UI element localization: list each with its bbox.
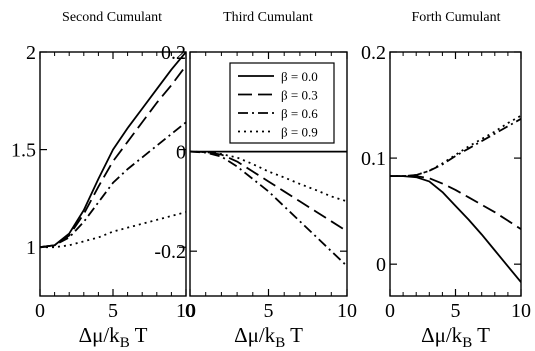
y-tick-label: 0 — [376, 254, 386, 276]
x-tick-label: 10 — [511, 300, 531, 322]
y-tick-label: 1 — [26, 237, 36, 259]
series-line-0-0 — [40, 52, 186, 249]
series-line-0-3 — [390, 175, 521, 230]
y-tick-label: 1.5 — [11, 140, 36, 162]
x-tick-label: 5 — [108, 300, 118, 322]
x-tick-label: 10 — [337, 300, 357, 322]
panel-second-cumulant: Second Cumulant 0 5 10 1 1.5 2 Δμ/kB T — [11, 10, 196, 351]
y-tick-label: -0.2 — [154, 241, 186, 263]
y-tick-label: 0 — [176, 142, 186, 164]
y-tick-label: 0.1 — [361, 148, 386, 170]
x-axis-label: Δμ/kB T — [234, 323, 303, 351]
panel-title: Forth Cumulant — [411, 10, 500, 25]
x-tick-label: 0 — [35, 300, 45, 322]
x-tick-label: 5 — [451, 300, 461, 322]
y-tick-label: 0.2 — [361, 42, 386, 64]
series-line-0-9 — [390, 114, 521, 178]
legend-label: β = 0.9 — [281, 125, 318, 140]
x-tick-label: 5 — [264, 300, 274, 322]
y-tick-label: 2 — [26, 42, 36, 64]
legend-label: β = 0.6 — [281, 106, 318, 121]
x-tick-label: 0 — [385, 300, 395, 322]
series-line-0-6 — [390, 118, 521, 178]
panel-third-cumulant: Third Cumulant 0 5 10 0.2 0 -0.2 Δμ/kB T β = 0.0… — [154, 10, 357, 351]
series-line-0-9 — [190, 150, 347, 203]
x-tick-label: 0 — [185, 300, 195, 322]
series-line-0-0 — [390, 175, 521, 283]
x-axis-label: Δμ/kB T — [79, 323, 148, 351]
panel-title: Third Cumulant — [223, 10, 313, 25]
y-tick-label: 0.2 — [161, 42, 186, 64]
legend: β = 0.0 β = 0.3 β = 0.6 β = 0.9 — [229, 62, 335, 144]
series-line-0-3 — [40, 65, 186, 249]
series-line-0-3 — [190, 150, 347, 233]
x-axis-label: Δμ/kB T — [421, 323, 490, 351]
x-tick-label: 10 — [176, 300, 196, 322]
panel-forth-cumulant: Forth Cumulant 0 5 10 0.2 0.1 0 Δμ/kB T — [361, 10, 531, 351]
legend-label: β = 0.0 — [281, 69, 318, 84]
legend-label: β = 0.3 — [281, 88, 318, 103]
series-line-0-6 — [190, 150, 347, 267]
series-line-0-9 — [40, 211, 186, 249]
panel-title: Second Cumulant — [62, 10, 162, 25]
series-line-0-6 — [40, 121, 186, 249]
